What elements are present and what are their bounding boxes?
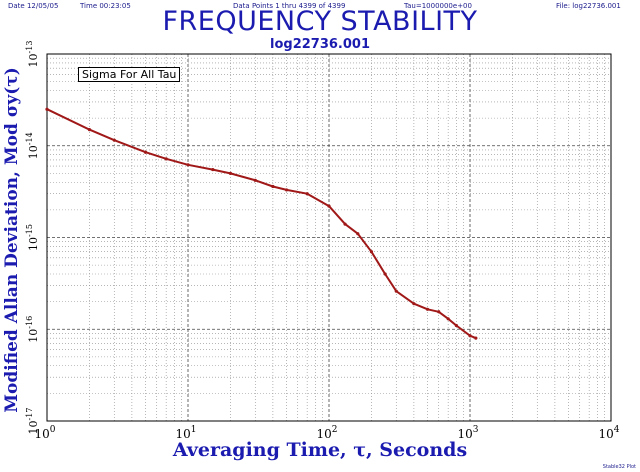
series-point	[468, 334, 472, 338]
y-tick-label: 10-14	[25, 132, 40, 159]
y-axis-label: Modified Allan Deviation, Mod σy(τ)	[2, 67, 22, 413]
series-point	[45, 107, 49, 111]
y-tick-label-group: 10-13	[25, 41, 40, 68]
series-point	[211, 167, 215, 172]
series-point	[454, 323, 458, 328]
series-point	[437, 310, 441, 314]
chart-subtitle: log22736.001	[270, 37, 370, 52]
series-point	[394, 289, 398, 293]
x-tick-label: 103	[457, 425, 478, 441]
grid-layer	[46, 53, 612, 422]
header-data-points: Data Points 1 thru 4399 of 4399	[233, 2, 346, 10]
y-tick-label-group: 10-16	[25, 316, 40, 343]
series-point	[143, 150, 148, 154]
series-point	[474, 336, 478, 340]
series-point	[446, 317, 450, 321]
series-point	[412, 302, 416, 306]
y-tick-label-group: 10-15	[25, 224, 40, 251]
chart-title: FREQUENCY STABILITY	[162, 6, 478, 37]
x-tick-label: 100	[34, 425, 55, 441]
legend-box: Sigma For All Tau	[78, 67, 181, 82]
x-tick-label: 101	[175, 425, 196, 441]
series-point	[383, 272, 387, 276]
footer-note: Stable32 Plot	[602, 464, 636, 470]
series-point	[164, 157, 168, 161]
series-point	[271, 184, 275, 189]
plot-frame	[46, 53, 612, 422]
series-layer	[45, 107, 478, 340]
series-point	[327, 204, 331, 208]
series-point	[343, 222, 347, 226]
y-tick-label-group: 10-17	[25, 408, 40, 435]
y-tick-label: 10-17	[25, 408, 40, 435]
series-point	[87, 127, 92, 132]
series-point	[305, 192, 309, 196]
x-tick-label: 102	[316, 425, 337, 441]
y-tick-label-group: 10-14	[25, 132, 40, 159]
y-tick-label: 10-16	[25, 316, 40, 343]
series-point	[425, 307, 430, 311]
series-point	[369, 250, 374, 254]
series-point	[112, 138, 116, 142]
series-point	[253, 178, 257, 182]
tick-label-layer: 100 101 102 103 104 10-17 10-16 10-15 10-14 10-13	[25, 41, 620, 441]
header-tau: Tau=1000000e+00	[404, 2, 472, 10]
header-time: Time 00:23:05	[80, 2, 131, 10]
series-point	[186, 163, 190, 167]
series-point	[356, 232, 360, 236]
x-tick-label: 104	[598, 425, 619, 441]
series-point	[228, 171, 233, 175]
header-file: File: log22736.001	[556, 2, 621, 10]
series-point	[284, 188, 289, 192]
header-date: Date 12/05/05	[8, 2, 59, 10]
y-tick-label: 10-13	[25, 41, 40, 68]
x-axis-label: Averaging Time, τ, Seconds	[172, 439, 468, 461]
series-line	[46, 108, 477, 340]
y-tick-label: 10-15	[25, 224, 40, 251]
